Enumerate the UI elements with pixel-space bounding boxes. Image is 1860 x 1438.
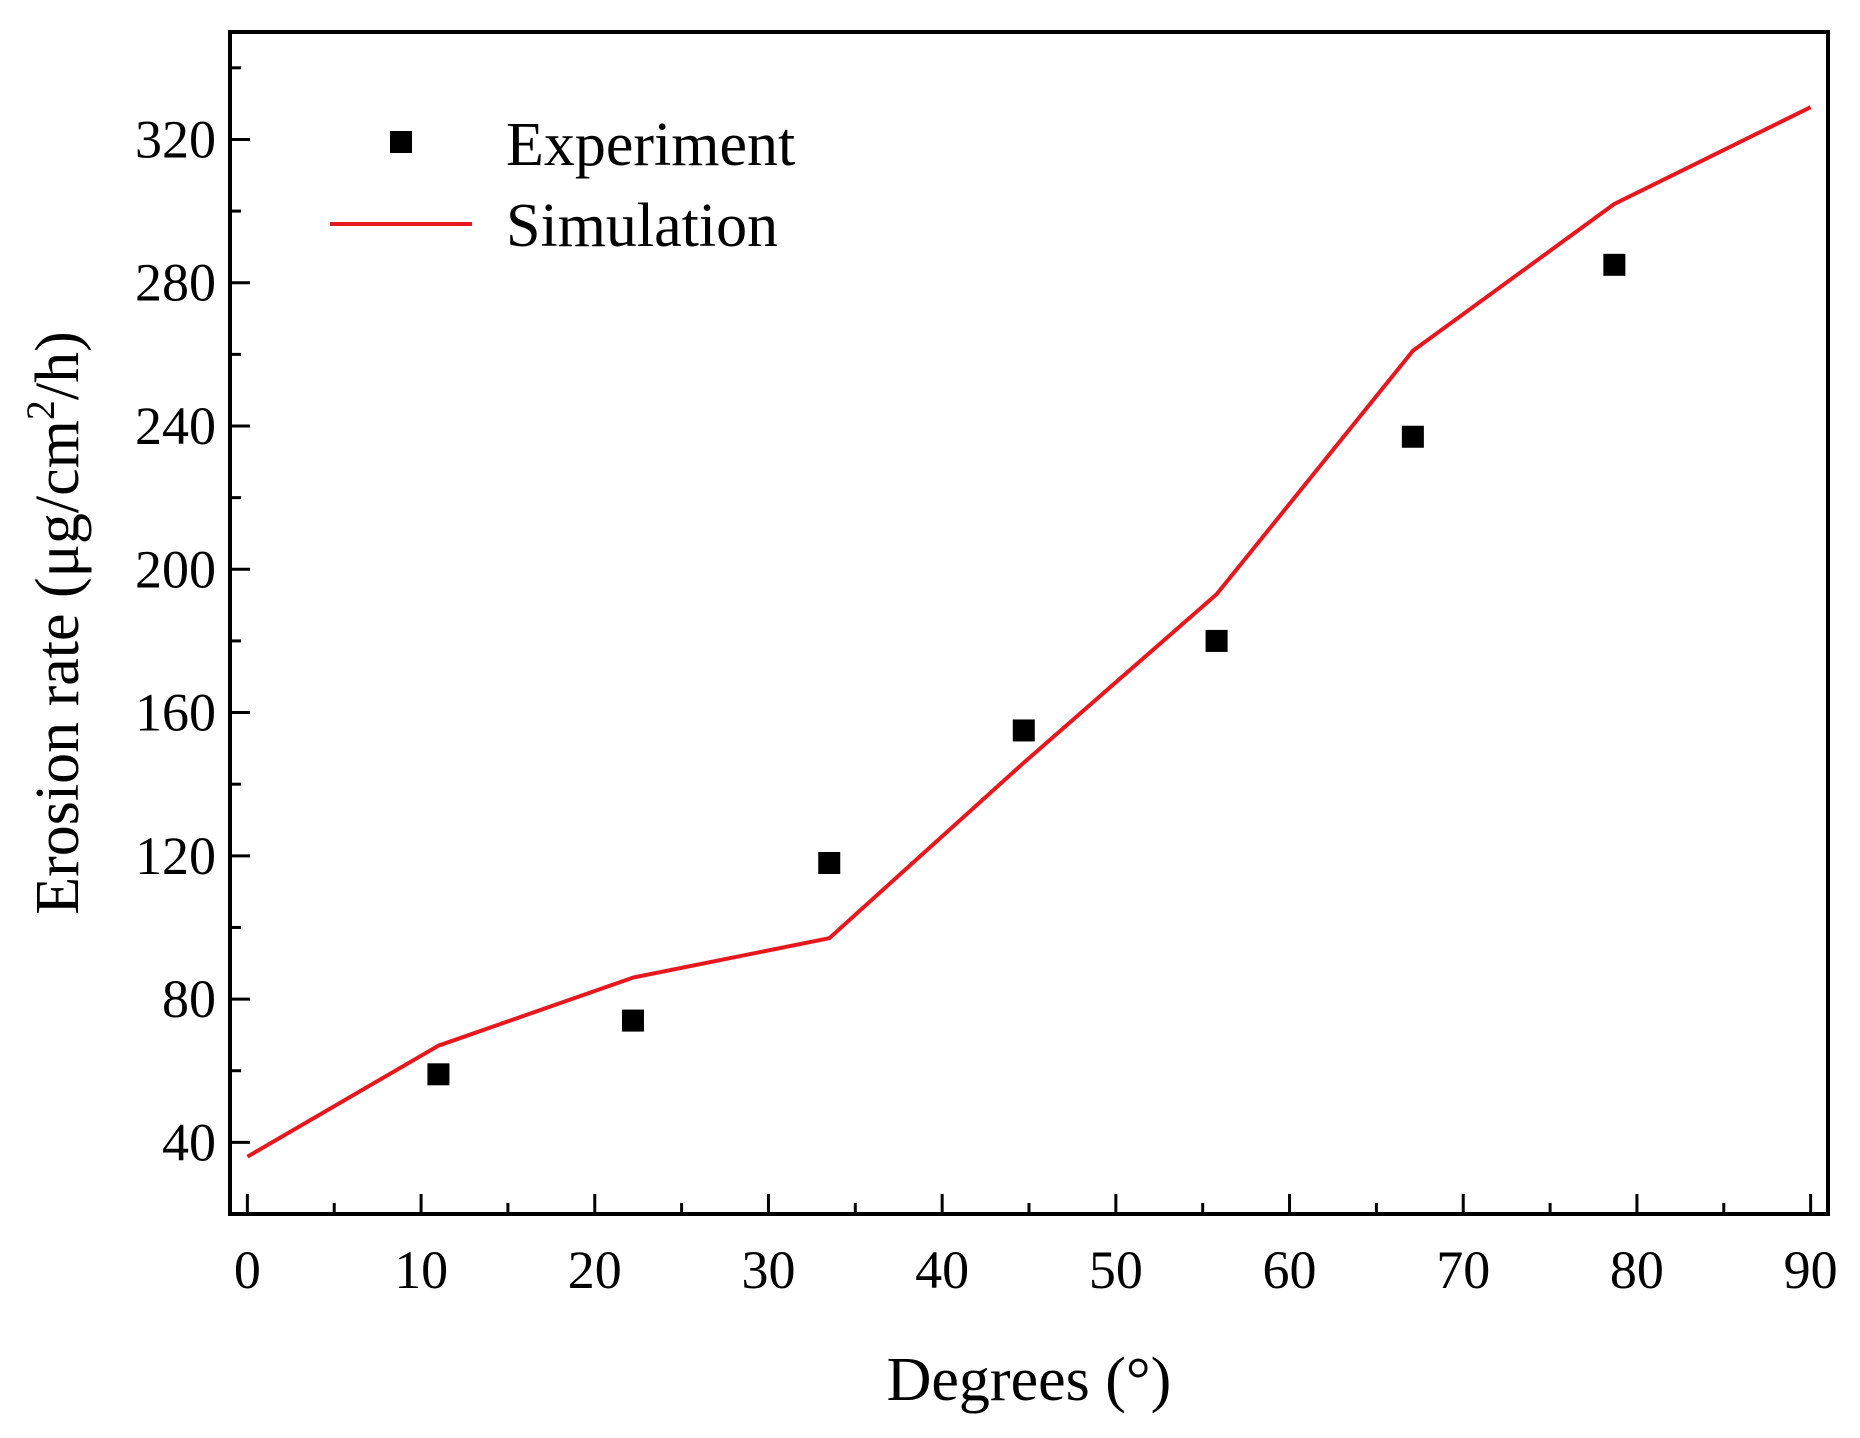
experiment-point (1012, 719, 1035, 742)
x-tick-label: 40 (915, 1240, 969, 1300)
x-tick-label: 10 (394, 1240, 448, 1300)
y-tick-label: 240 (135, 396, 216, 456)
y-axis-label-superscript: 2 (18, 400, 63, 420)
experiment-point (1205, 629, 1228, 652)
simulation-series (246, 105, 1812, 1159)
legend-simulation-label: Simulation (506, 192, 778, 260)
y-tick-label: 320 (135, 109, 216, 169)
y-tick-label: 280 (135, 253, 216, 313)
experiment-series (427, 253, 1626, 1086)
experiment-point (621, 1009, 644, 1032)
x-tick-label: 60 (1263, 1240, 1317, 1300)
y-tick-label: 160 (135, 683, 216, 743)
legend-experiment-marker (390, 131, 412, 153)
y-tick-label: 200 (135, 539, 216, 599)
y-tick-label: 80 (162, 969, 216, 1029)
x-axis-label: Degrees (°) (887, 1346, 1172, 1414)
x-axis-ticks: 0 10 20 30 40 50 60 70 80 90 (234, 1194, 1838, 1300)
x-tick-label: 70 (1436, 1240, 1490, 1300)
legend-experiment-label: Experiment (506, 111, 795, 179)
experiment-point (1603, 253, 1626, 276)
experiment-point (427, 1063, 450, 1086)
x-tick-label: 50 (1089, 1240, 1143, 1300)
x-tick-label: 20 (568, 1240, 622, 1300)
simulation-line (246, 105, 1812, 1159)
y-tick-label: 40 (162, 1112, 216, 1172)
y-axis-label-suffix: /h) (24, 331, 92, 400)
legend: Experiment Simulation (330, 111, 795, 260)
y-axis-ticks: 40 80 120 160 200 240 280 320 (135, 66, 250, 1216)
x-tick-label: 30 (741, 1240, 795, 1300)
y-axis-label: Erosion rate (μg/cm2/h) (18, 331, 92, 915)
experiment-point (818, 851, 841, 874)
x-tick-label: 0 (234, 1240, 261, 1300)
experiment-point (1401, 425, 1424, 448)
x-tick-label: 80 (1610, 1240, 1664, 1300)
x-tick-label: 90 (1784, 1240, 1838, 1300)
y-tick-label: 120 (135, 826, 216, 886)
y-axis-label-prefix: Erosion rate (μg/cm (24, 420, 92, 915)
